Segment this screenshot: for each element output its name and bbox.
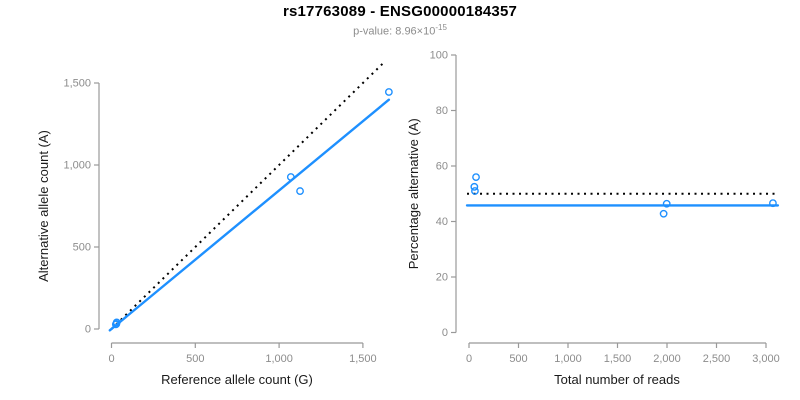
x-tick-label: 1,500 <box>604 353 632 365</box>
x-tick-label: 2,500 <box>703 353 731 365</box>
x-tick-label: 500 <box>509 353 527 365</box>
y-tick-label: 80 <box>436 105 448 117</box>
x-axis-title: Reference allele count (G) <box>161 372 313 387</box>
x-tick-label: 2,000 <box>653 353 681 365</box>
data-point <box>384 88 393 96</box>
page-title: rs17763089 - ENSG00000184357 <box>282 3 518 20</box>
data-point <box>769 199 777 208</box>
y-tick-label: 500 <box>73 242 91 254</box>
x-tick-label: 1,000 <box>554 353 582 365</box>
right-chart: 0 20 40 60 80 100 0 500 1,000 1,500 2,000 2,500 3,00… <box>406 50 780 388</box>
y-tick-label: 0 <box>442 327 448 339</box>
data-point <box>472 173 480 182</box>
y-tick-label: 40 <box>436 216 448 228</box>
x-tick-label: 1,000 <box>265 353 293 365</box>
y-axis-title: Alternative allele count (A) <box>36 130 51 282</box>
data-point <box>470 182 479 191</box>
x-tick-label: 0 <box>466 353 472 365</box>
p-value-subtitle: p-value: 8.96×10-15 <box>0 23 800 38</box>
data-point <box>659 209 668 218</box>
x-tick-label: 0 <box>108 353 114 365</box>
p-value-text: p-value: 8.96×10 <box>353 25 436 38</box>
y-axis-title: Percentage alternative (A) <box>406 118 421 269</box>
y-tick-label: 20 <box>436 272 448 284</box>
y-tick-label: 0 <box>85 324 91 336</box>
identity-line <box>110 62 384 330</box>
data-point <box>286 173 295 181</box>
regression-line <box>108 98 391 332</box>
y-tick-label: 1,000 <box>63 160 91 172</box>
x-axis-title: Total number of reads <box>554 372 680 387</box>
data-point <box>296 187 304 195</box>
data-point <box>471 187 479 195</box>
y-tick-label: 100 <box>430 50 448 62</box>
data-point <box>112 320 121 328</box>
y-tick-label: 1,500 <box>63 78 91 90</box>
x-tick-label: 1,500 <box>349 353 377 365</box>
y-tick-label: 60 <box>436 161 448 173</box>
left-chart: 0 500 1,000 1,500 0 500 1,000 1,500 Reference al… <box>36 62 393 387</box>
x-tick-label: 3,000 <box>752 353 780 365</box>
data-point <box>662 199 671 208</box>
p-value-exponent: -15 <box>435 23 447 32</box>
x-tick-label: 500 <box>186 353 204 365</box>
